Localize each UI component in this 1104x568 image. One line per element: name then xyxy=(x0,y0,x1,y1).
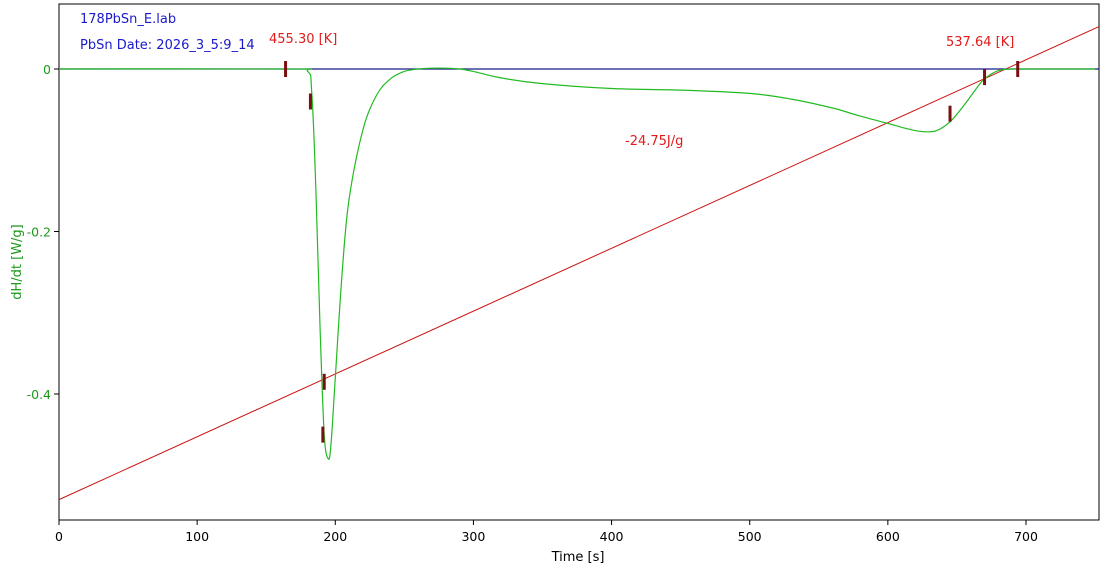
y-axis-title: dH/dt [W/g] xyxy=(10,224,25,300)
end-temp-annotation: 537.64 [K] xyxy=(946,35,1014,50)
plot-frame xyxy=(58,3,1100,521)
peak-marker xyxy=(284,61,288,77)
y-tick-label: -0.4 xyxy=(27,387,51,402)
x-axis-title: Time [s] xyxy=(551,550,605,565)
x-tick-label: 700 xyxy=(1014,529,1038,544)
onset-temp-annotation: 455.30 [K] xyxy=(269,32,337,47)
x-tick-label: 500 xyxy=(738,529,762,544)
y-tick-label: -0.2 xyxy=(27,225,51,240)
x-tick-label: 600 xyxy=(876,529,900,544)
y-axis-ticks: 0 -0.2 -0.4 xyxy=(27,62,59,402)
enthalpy-annotation: -24.75J/g xyxy=(625,134,683,149)
peak-markers xyxy=(284,61,1020,443)
dsc-curve xyxy=(58,67,1096,460)
peak-marker xyxy=(321,426,325,443)
file-name-label: 178PbSn_E.lab xyxy=(80,12,176,27)
peak-marker xyxy=(1016,61,1020,77)
peak-marker xyxy=(983,69,987,86)
peak-marker xyxy=(948,105,952,122)
x-tick-label: 200 xyxy=(323,529,347,544)
x-tick-label: 100 xyxy=(185,529,209,544)
x-axis-ticks: 0 100 200 300 400 500 600 700 xyxy=(55,520,1038,544)
x-tick-label: 0 xyxy=(55,529,63,544)
x-tick-label: 400 xyxy=(600,529,624,544)
peak-marker xyxy=(308,93,312,110)
temperature-line xyxy=(58,26,1100,501)
x-tick-label: 300 xyxy=(461,529,485,544)
y-tick-label: 0 xyxy=(43,62,51,77)
sample-info-label: PbSn Date: 2026_3_5:9_14 xyxy=(80,38,255,53)
peak-marker xyxy=(322,373,326,390)
